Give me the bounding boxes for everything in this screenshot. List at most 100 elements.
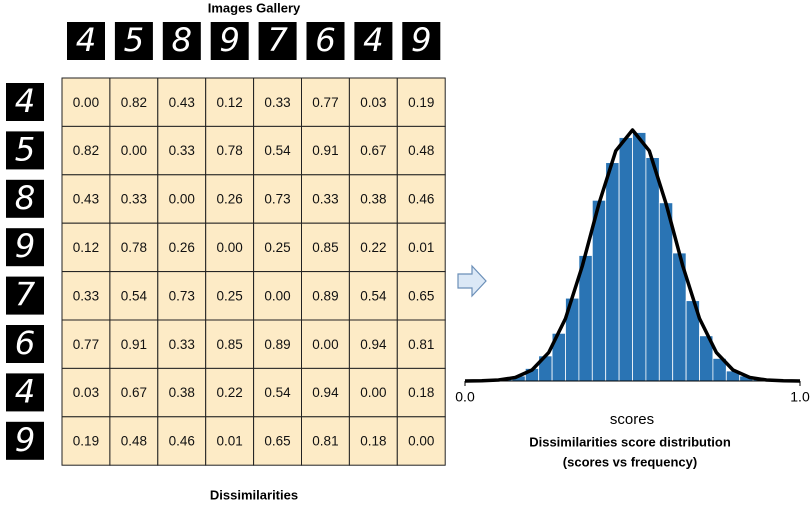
- cell-value: 0.33: [264, 95, 290, 110]
- table-cell: [61, 174, 111, 224]
- table-cell: [157, 416, 207, 466]
- digit: 4: [15, 372, 36, 410]
- table-cell: [157, 222, 207, 273]
- cell-value: 0.81: [408, 337, 434, 352]
- table-cell: [61, 367, 111, 418]
- x-tick-label: 1.0: [790, 389, 810, 405]
- digit-image: [6, 276, 44, 315]
- digit-image: [162, 22, 201, 60]
- cell-value: 0.85: [312, 240, 338, 255]
- table-cell: [61, 271, 111, 321]
- table-cell: [61, 319, 111, 369]
- cell-value: 0.12: [73, 240, 99, 255]
- table-cell: [205, 77, 255, 127]
- digit: 8: [15, 179, 36, 217]
- cell-value: 0.82: [73, 143, 99, 158]
- digit: 7: [267, 21, 288, 59]
- cell-value: 0.54: [121, 288, 148, 303]
- cell-value: 0.33: [121, 192, 147, 207]
- cell-value: 0.00: [360, 385, 386, 400]
- cell-value: 0.00: [73, 95, 99, 110]
- table-cell: [205, 271, 255, 321]
- table-cell: [109, 271, 159, 321]
- cell-value: 0.18: [408, 385, 434, 400]
- table-cell: [348, 319, 398, 369]
- cell-value: 0.89: [312, 288, 338, 303]
- digit-image: [6, 325, 44, 363]
- table-cell: [61, 416, 111, 466]
- table-cell: [205, 416, 255, 466]
- x-tick-label: 0.0: [455, 389, 475, 405]
- chart-subtitle: (scores vs frequency): [563, 454, 697, 469]
- cell-value: 0.73: [169, 288, 195, 303]
- digit-image: [114, 22, 153, 60]
- bar: [645, 157, 660, 382]
- cell-value: 0.00: [217, 240, 243, 255]
- table-cell: [348, 416, 398, 466]
- table-cell: [396, 222, 446, 273]
- table-cell: [301, 125, 350, 176]
- digit-image: [6, 83, 44, 121]
- table-cell: [157, 319, 207, 369]
- table-cell: [205, 125, 255, 176]
- cell-value: 0.25: [264, 240, 290, 255]
- cell-value: 0.77: [73, 337, 99, 352]
- cell-value: 0.73: [264, 192, 290, 207]
- digit-image: [306, 22, 345, 60]
- cell-value: 0.00: [408, 434, 434, 449]
- digit: 5: [15, 130, 36, 168]
- digit: 9: [219, 21, 240, 59]
- cell-value: 0.43: [73, 192, 99, 207]
- cell-value: 0.38: [169, 385, 195, 400]
- bar: [632, 132, 647, 382]
- cell-value: 0.00: [121, 143, 147, 158]
- cell-value: 0.82: [121, 95, 147, 110]
- table-cell: [396, 174, 446, 224]
- cell-value: 0.91: [121, 337, 147, 352]
- table-caption: Dissimilarities: [210, 487, 298, 502]
- cell-value: 0.01: [217, 434, 243, 449]
- cell-value: 0.85: [217, 337, 243, 352]
- cell-value: 0.65: [408, 288, 434, 303]
- table-cell: [301, 271, 350, 321]
- cell-value: 0.33: [312, 192, 338, 207]
- table-cell: [253, 77, 303, 127]
- digit-image: [6, 421, 44, 460]
- digit-image: [6, 373, 44, 412]
- chart-title: Dissimilarities score distribution: [529, 434, 731, 449]
- cell-value: 0.65: [264, 434, 290, 449]
- cell-value: 0.19: [73, 434, 99, 449]
- cell-value: 0.33: [73, 288, 99, 303]
- cell-value: 0.26: [217, 192, 243, 207]
- cell-value: 0.03: [73, 385, 99, 400]
- arrow: [457, 264, 487, 298]
- cell-value: 0.54: [264, 143, 291, 158]
- digit: 9: [15, 227, 36, 265]
- cell-value: 0.94: [312, 385, 339, 400]
- digit: 8: [172, 21, 193, 59]
- digit: 5: [124, 21, 145, 59]
- table-cell: [301, 367, 350, 418]
- table-cell: [348, 77, 398, 127]
- cell-value: 0.43: [169, 95, 195, 110]
- digit: 4: [363, 21, 384, 59]
- table-cell: [253, 271, 303, 321]
- table-cell: [253, 319, 303, 369]
- table-cell: [396, 77, 446, 127]
- gallery-title: Images Gallery: [208, 0, 301, 15]
- cell-value: 0.78: [217, 143, 243, 158]
- digit-image: [210, 22, 249, 60]
- table-cell: [301, 319, 350, 369]
- bar: [658, 202, 674, 382]
- cell-value: 0.26: [169, 240, 195, 255]
- cell-value: 0.67: [121, 385, 147, 400]
- digit-image: [258, 22, 297, 60]
- table-cell: [205, 367, 255, 418]
- cell-value: 0.19: [408, 95, 434, 110]
- table-cell: [109, 416, 159, 466]
- digit: 4: [76, 21, 97, 59]
- table-cell: [396, 271, 446, 321]
- digit-image: [6, 179, 44, 218]
- table-cell: [157, 77, 207, 127]
